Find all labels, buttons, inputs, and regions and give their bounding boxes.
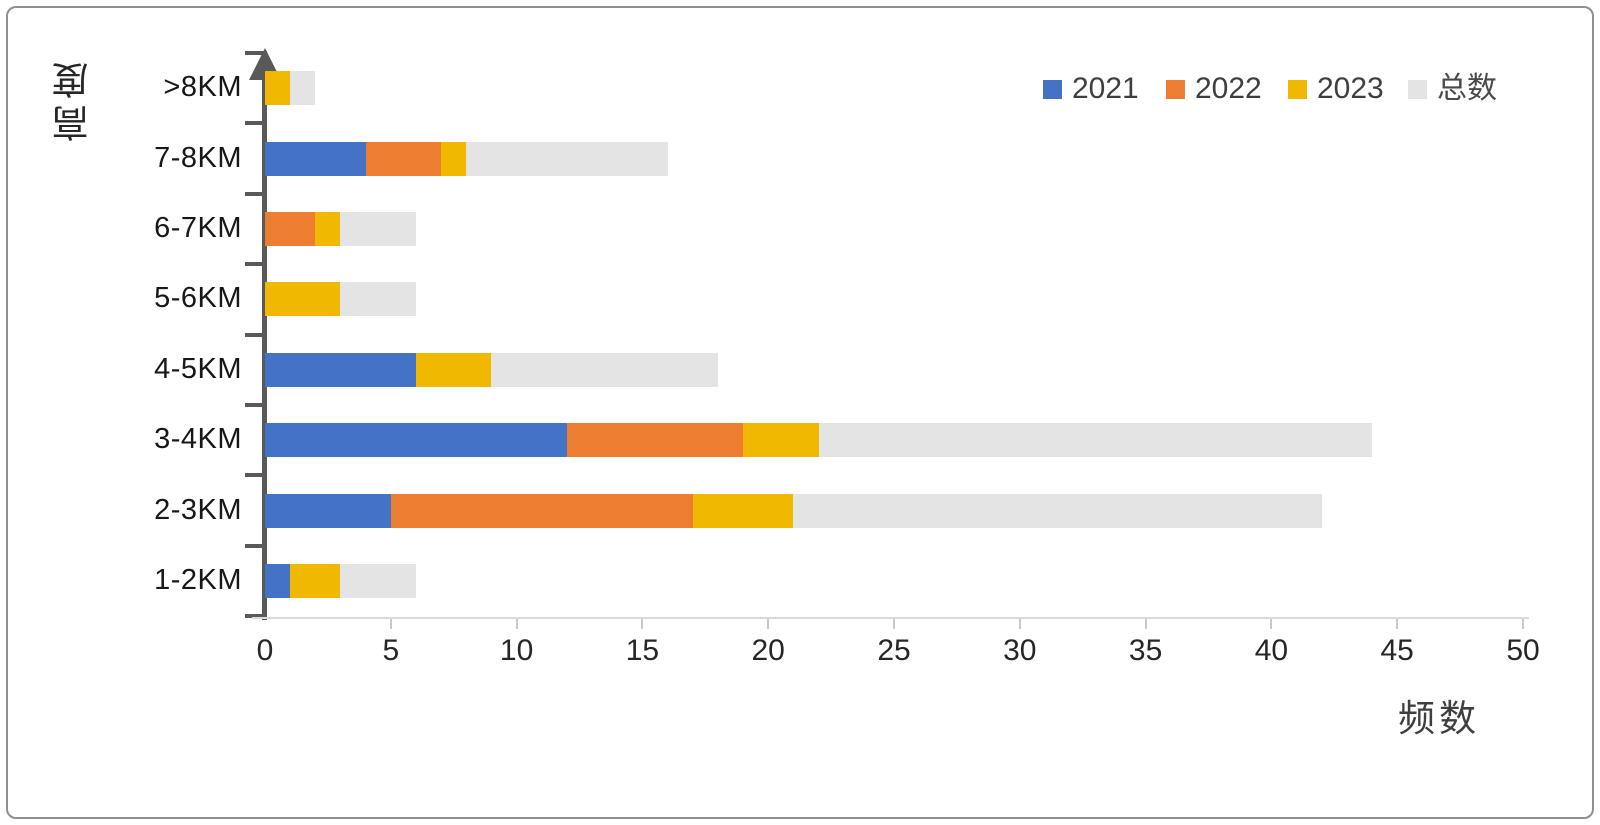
bar-segment-总数 [340,282,416,317]
bar-segment-2023 [315,212,341,246]
x-axis-tick [767,619,770,629]
bar-segment-总数 [340,212,416,246]
x-tick-label: 30 [1003,634,1037,667]
legend-item-2022: 2022 [1166,72,1262,106]
bar-segment-总数 [340,564,416,598]
legend-label: 2022 [1195,72,1262,105]
bar-segment-2021 [265,564,291,598]
x-axis-title: 频数 [1398,699,1480,740]
y-axis-tick [245,403,267,407]
y-axis-tick [245,614,267,619]
bar-segment-2023 [415,352,492,387]
y-axis-tick [245,191,267,196]
legend-label: 2021 [1072,72,1139,105]
x-axis-line [252,617,1529,619]
x-axis-tick [1270,619,1273,629]
bar-segment-总数 [818,423,1373,458]
category-label: 7-8KM [154,141,242,174]
category-label: 5-6KM [154,282,242,315]
bar-segment-2023 [265,282,341,317]
legend-swatch-icon [1408,79,1427,99]
x-axis-tick [1018,619,1021,629]
x-tick-label: 50 [1506,634,1540,667]
x-tick-label: 20 [751,634,785,667]
x-axis-tick [1522,619,1524,629]
category-label: >8KM [163,71,242,104]
y-axis-tick [245,543,267,548]
legend-label: 2023 [1317,72,1384,105]
y-axis-tick [245,51,267,55]
category-label: 3-4KM [154,423,242,456]
legend-swatch-icon [1288,79,1307,99]
bar-segment-2022 [390,493,693,528]
x-tick-label: 40 [1254,634,1289,667]
bar-segment-2023 [441,141,467,176]
bar-segment-总数 [466,141,668,176]
bar-segment-2022 [365,141,442,176]
bar-segment-总数 [793,493,1322,528]
category-label: 2-3KM [154,493,242,526]
x-tick-label: 5 [382,634,400,667]
legend-swatch-icon [1166,79,1185,99]
y-axis-tick [245,473,267,478]
x-axis-tick [515,619,518,629]
legend-item-2023: 2023 [1288,72,1384,106]
x-axis-tick [893,619,895,629]
x-tick-label: 25 [877,634,911,667]
bar-segment-2021 [265,423,567,458]
legend-item-2021: 2021 [1043,72,1139,106]
bar-segment-2022 [566,423,744,458]
legend-item-总数: 总数 [1408,72,1497,106]
y-axis-line [262,74,267,620]
x-tick-label: 10 [499,634,534,667]
bar-segment-总数 [290,71,316,106]
x-axis-tick [1396,619,1399,629]
y-axis-tick [245,262,267,267]
y-axis-tick [245,332,267,337]
x-tick-label: 45 [1380,634,1414,667]
bar-segment-2022 [265,212,316,246]
x-tick-label: 0 [256,634,274,667]
x-tick-label: 15 [625,634,660,667]
bar-segment-总数 [491,352,718,387]
x-axis-tick [1144,619,1147,629]
x-tick-label: 35 [1128,634,1163,667]
bar-segment-2023 [290,564,341,598]
x-axis-tick [389,619,392,629]
bar-segment-2023 [692,493,794,528]
category-label: 6-7KM [154,212,242,244]
bar-segment-2023 [265,71,291,106]
chart-border-frame [6,6,1594,819]
bar-segment-2021 [265,493,391,528]
category-label: 1-2KM [154,564,242,596]
x-axis-tick [641,619,644,629]
legend-swatch-icon [1043,79,1062,99]
bar-segment-2021 [265,141,366,176]
legend-label: 总数 [1437,72,1497,105]
bar-segment-2023 [743,423,819,458]
bar-segment-2021 [265,352,416,387]
y-axis-tick [245,121,267,126]
category-label: 4-5KM [154,352,242,385]
